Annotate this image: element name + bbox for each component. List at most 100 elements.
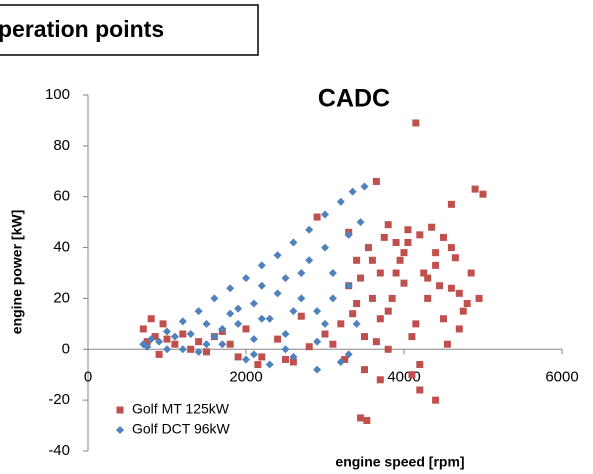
- point: [396, 256, 404, 264]
- point: [416, 361, 424, 369]
- point: [349, 310, 357, 318]
- point: [372, 338, 380, 346]
- point: [400, 249, 408, 257]
- point: [194, 307, 203, 316]
- point: [234, 319, 243, 328]
- point: [344, 281, 353, 290]
- point: [376, 269, 384, 277]
- point: [384, 345, 392, 353]
- point: [179, 330, 187, 338]
- point: [155, 350, 163, 358]
- point: [242, 355, 250, 364]
- point: [328, 294, 337, 303]
- point: [273, 251, 282, 260]
- point: [257, 314, 266, 323]
- point: [170, 332, 179, 341]
- point: [321, 243, 329, 252]
- point: [392, 238, 400, 246]
- point: [455, 325, 463, 333]
- point: [443, 340, 451, 348]
- point: [361, 333, 368, 341]
- point: [186, 330, 195, 339]
- point: [455, 289, 463, 297]
- y-tick-label: 100: [45, 86, 70, 103]
- point: [451, 254, 459, 262]
- x-tick-label: 0: [84, 368, 92, 385]
- point: [412, 119, 420, 127]
- point: [265, 360, 274, 369]
- point: [313, 307, 322, 316]
- point: [202, 319, 211, 328]
- point: [313, 365, 322, 374]
- point: [163, 345, 171, 354]
- point: [400, 279, 408, 287]
- point: [376, 376, 384, 384]
- y-tick-label: 0: [62, 340, 70, 357]
- point: [447, 244, 455, 252]
- x-tick-label: 6000: [545, 368, 578, 385]
- point: [424, 294, 432, 302]
- point: [151, 333, 159, 341]
- point: [249, 335, 258, 344]
- point: [234, 353, 242, 361]
- header-title: peration points: [0, 16, 164, 42]
- point: [218, 340, 227, 349]
- point: [159, 320, 167, 328]
- point: [408, 333, 416, 341]
- point: [195, 338, 203, 346]
- point: [352, 319, 361, 328]
- point: [467, 269, 475, 277]
- point: [218, 324, 227, 333]
- point: [163, 327, 171, 336]
- point: [356, 218, 365, 227]
- point: [249, 350, 258, 359]
- point: [265, 314, 274, 323]
- point: [336, 358, 345, 366]
- point: [372, 177, 380, 185]
- point: [348, 187, 357, 196]
- point: [471, 185, 479, 193]
- point: [289, 307, 298, 316]
- point: [321, 319, 329, 328]
- point: [281, 330, 290, 339]
- point: [257, 261, 266, 270]
- point: [226, 309, 235, 318]
- point: [440, 233, 447, 241]
- point: [447, 200, 455, 208]
- point: [202, 340, 211, 349]
- y-tick-label: -20: [48, 391, 70, 408]
- point: [416, 386, 424, 394]
- point: [428, 223, 436, 231]
- point: [187, 345, 195, 353]
- point: [178, 317, 187, 326]
- point: [254, 361, 262, 369]
- point: [416, 231, 424, 239]
- point: [274, 335, 282, 343]
- point: [420, 269, 428, 277]
- point: [289, 352, 298, 361]
- point: [344, 230, 353, 239]
- point: [384, 221, 392, 229]
- point: [321, 330, 329, 338]
- x-tick-label: 2000: [229, 368, 262, 385]
- point: [432, 249, 440, 257]
- point: [194, 347, 203, 356]
- point: [282, 355, 289, 363]
- point: [368, 294, 376, 302]
- point: [210, 294, 219, 303]
- point: [388, 294, 396, 302]
- point: [313, 213, 321, 221]
- point: [305, 343, 313, 351]
- point: [226, 284, 235, 293]
- point: [249, 299, 258, 308]
- point: [210, 332, 219, 341]
- point: [305, 256, 314, 265]
- point: [297, 269, 306, 277]
- point: [475, 294, 483, 302]
- point: [226, 340, 234, 348]
- point: [234, 304, 243, 313]
- point: [384, 307, 392, 315]
- point: [404, 226, 412, 234]
- point: [357, 274, 365, 282]
- point: [436, 282, 444, 290]
